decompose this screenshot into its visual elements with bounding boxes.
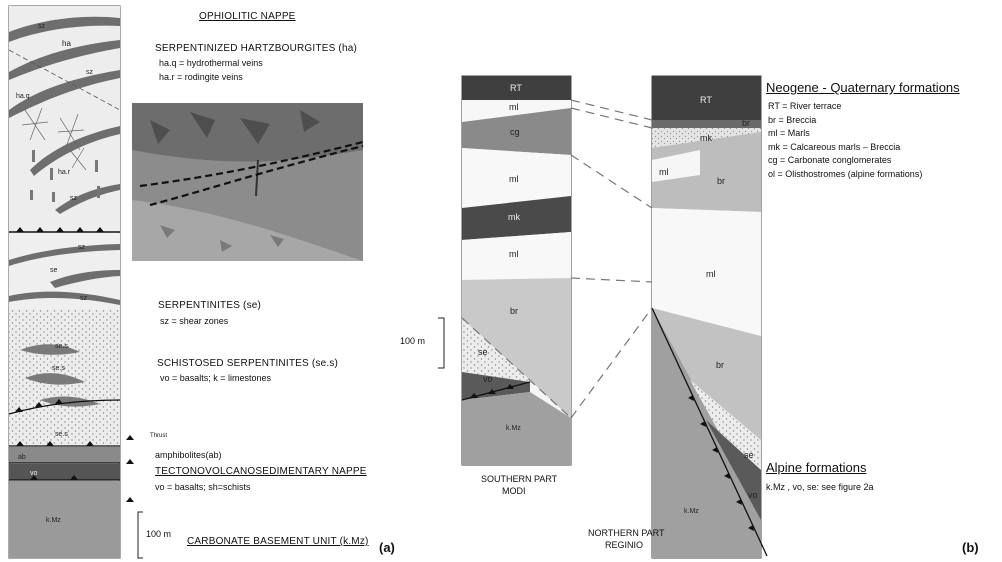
north-column	[651, 75, 768, 559]
ha-title: SERPENTINIZED HARTZBOURGITES (ha)	[155, 43, 357, 54]
tecto-vo-note: vo = basalts; sh=schists	[155, 482, 251, 492]
south-label-rt: RT	[510, 83, 522, 93]
se-sz-note: sz = shear zones	[160, 316, 229, 326]
scale-bar-b	[438, 317, 445, 369]
se-title: SERPENTINITES (se)	[158, 300, 262, 311]
ha-q-note: ha.q = hydrothermal veins	[159, 58, 263, 68]
south-name-1: SOUTHERN PART	[481, 474, 558, 484]
outcrop-photo	[132, 103, 364, 261]
label-ses2: se.s	[52, 365, 65, 372]
neogene-title: Neogene - Quaternary formations	[766, 80, 960, 95]
north-label-mk: mk	[700, 133, 712, 143]
north-name-1: NORTHERN PART	[588, 528, 665, 538]
north-name-2: REGINIO	[605, 540, 644, 550]
legend-cg: cg = Carbonate conglomerates	[768, 155, 892, 165]
south-label-vo: vo	[483, 374, 493, 384]
label-har: ha.r	[58, 169, 71, 176]
label-sz1: sz	[38, 23, 46, 30]
north-label-br2: br	[717, 176, 725, 186]
north-label-br3: br	[716, 360, 724, 370]
label-kmz: k.Mz	[46, 517, 61, 524]
legend-rt: RT = River terrace	[768, 101, 842, 111]
north-label-se: se	[744, 450, 754, 460]
legend-br: br = Breccia	[768, 114, 817, 125]
ses-vo-note: vo = basalts; k = limestones	[160, 373, 272, 383]
label-se: se	[50, 267, 58, 274]
scale-label-a: 100 m	[146, 529, 172, 539]
legend-mk: mk = Calcareous marls – Breccia	[768, 141, 901, 152]
north-label-vo: vo	[748, 490, 758, 500]
label-haq: ha.q	[16, 93, 30, 100]
panel-a-label: (a)	[379, 540, 395, 555]
south-label-ml2: ml	[509, 174, 519, 184]
north-label-ml2: ml	[706, 269, 716, 279]
label-sz2: sz	[86, 69, 94, 76]
south-label-cg: cg	[510, 127, 520, 137]
north-label-br1: br	[742, 118, 750, 128]
label-vo: vo	[30, 470, 38, 477]
south-label-se: se	[478, 347, 488, 357]
south-layer-labels: RT ml cg ml mk ml br se vo k.Mz	[478, 83, 522, 432]
ophiolitic-nappe-title: OPHIOLITIC NAPPE	[199, 11, 296, 22]
north-label-ml1: ml	[659, 167, 669, 177]
south-label-br: br	[510, 306, 518, 316]
alpine-title: Alpine formations	[766, 460, 867, 475]
scale-bar-a	[137, 511, 143, 559]
label-sz3: sz	[70, 195, 78, 202]
south-label-kmz: k.Mz	[506, 425, 521, 432]
scale-label-b: 100 m	[400, 336, 426, 346]
tecto-nappe-title: TECTONOVOLCANOSEDIMENTARY NAPPE	[155, 466, 367, 477]
label-ha: ha	[62, 39, 71, 48]
panel-b-label: (b)	[962, 540, 979, 555]
panel-a-layer-labels: sz ha sz ha.q ha.r sz se sz sz se.s se.s…	[16, 23, 94, 524]
north-label-kmz: k.Mz	[684, 508, 699, 515]
ha-r-note: ha.r = rodingite veins	[159, 72, 243, 82]
south-label-ml3: ml	[509, 249, 519, 259]
south-name-2: MODI	[502, 486, 526, 496]
label-sz4: sz	[78, 244, 86, 251]
south-label-mk: mk	[508, 212, 520, 222]
label-ses3: se.s	[55, 431, 68, 438]
label-ab: ab	[18, 454, 26, 461]
south-column	[461, 75, 572, 466]
north-layer-labels: RT br mk ml br ml br se vo k.Mz	[659, 95, 758, 515]
ses-title: SCHISTOSED SERPENTINITES (se.s)	[157, 358, 339, 369]
label-ses1: se.s	[55, 343, 68, 350]
label-sz5: sz	[80, 295, 88, 302]
legend-ml: ml = Marls	[768, 128, 810, 138]
thrust-markers	[126, 435, 134, 502]
neogene-legend: RT = River terrace br = Breccia ml = Mar…	[768, 100, 922, 181]
legend-ol: ol = Olisthostromes (alpine formations)	[768, 168, 923, 179]
carbonate-title: CARBONATE BASEMENT UNIT (k.Mz)	[187, 536, 369, 547]
panel-a-column	[8, 5, 121, 559]
amphibolites-label: amphibolites(ab)	[155, 450, 222, 460]
north-label-rt: RT	[700, 95, 712, 105]
south-label-ml1: ml	[509, 102, 519, 112]
thrust-label: Thrust	[150, 433, 168, 439]
alpine-note: k.Mz , vo, se: see figure 2a	[766, 482, 874, 492]
correlation-lines	[461, 99, 653, 419]
